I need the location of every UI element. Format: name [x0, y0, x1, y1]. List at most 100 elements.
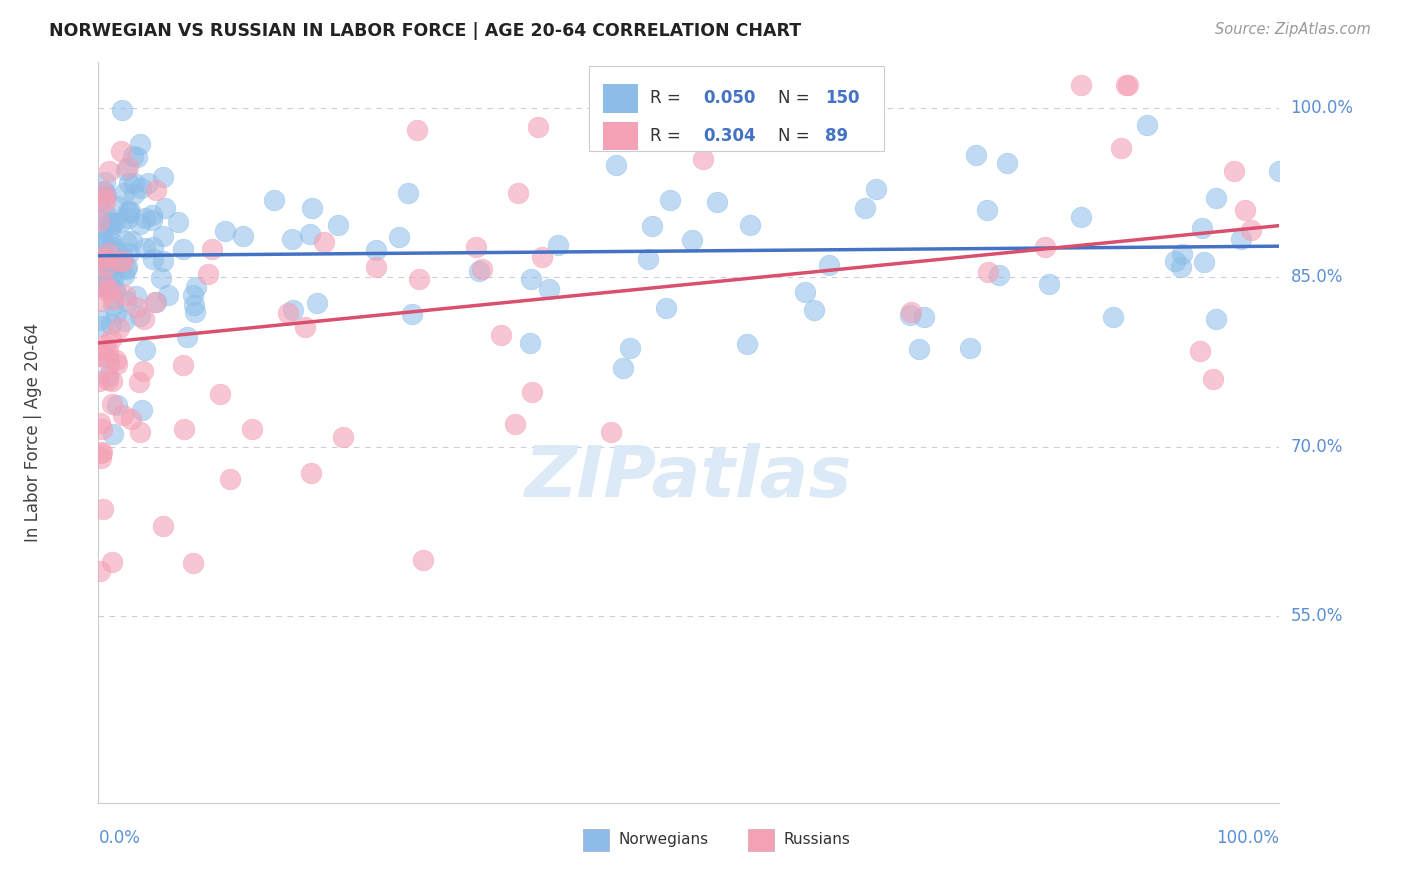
Point	[405, 123, 427, 137]
Text: NORWEGIAN VS RUSSIAN IN LABOR FORCE | AGE 20-64 CORRELATION CHART: NORWEGIAN VS RUSSIAN IN LABOR FORCE | AG…	[49, 22, 801, 40]
Text: 100.0%: 100.0%	[1216, 829, 1279, 847]
Bar	[603, 85, 638, 112]
Bar	[603, 122, 638, 150]
Point	[118, 245, 141, 260]
Point	[104, 244, 127, 259]
Point	[142, 252, 165, 266]
Point	[101, 266, 124, 280]
Point	[152, 519, 174, 533]
Point	[101, 235, 124, 250]
Text: 100.0%: 100.0%	[1291, 99, 1354, 117]
Point	[94, 187, 117, 202]
Point	[134, 343, 156, 357]
Point	[1070, 210, 1092, 224]
Point	[94, 257, 117, 271]
Point	[959, 342, 981, 356]
Point	[91, 279, 114, 293]
Point	[263, 193, 285, 207]
Point	[89, 189, 111, 203]
Point	[865, 182, 887, 196]
Point	[90, 451, 112, 466]
Point	[94, 235, 117, 250]
Point	[183, 298, 205, 312]
Point	[108, 320, 131, 334]
Point	[132, 312, 155, 326]
Point	[912, 310, 935, 324]
Point	[89, 213, 111, 227]
Point	[201, 242, 224, 256]
Point	[1136, 118, 1159, 132]
Point	[97, 277, 120, 291]
Point	[105, 199, 128, 213]
Point	[898, 308, 921, 322]
Point	[129, 217, 152, 231]
Point	[197, 267, 219, 281]
Bar	[582, 829, 609, 851]
Point	[965, 147, 987, 161]
Point	[299, 466, 322, 480]
Point	[112, 186, 135, 201]
Point	[388, 230, 411, 244]
Point	[114, 261, 136, 276]
Point	[112, 268, 135, 282]
Point	[124, 289, 146, 303]
Point	[1038, 277, 1060, 292]
Point	[803, 302, 825, 317]
Text: 85.0%: 85.0%	[1291, 268, 1343, 286]
Point	[738, 218, 761, 232]
Point	[281, 303, 304, 318]
Point	[655, 301, 678, 316]
Point	[141, 208, 163, 222]
Point	[93, 191, 115, 205]
Point	[98, 215, 121, 229]
Point	[1033, 240, 1056, 254]
Point	[157, 288, 180, 302]
Point	[115, 260, 138, 274]
Point	[129, 181, 152, 195]
Point	[1170, 246, 1192, 260]
Point	[301, 201, 323, 215]
Point	[94, 255, 117, 269]
Point	[89, 564, 111, 578]
Point	[1115, 78, 1137, 92]
Point	[89, 249, 111, 263]
Point	[91, 501, 114, 516]
Point	[122, 186, 145, 201]
Point	[214, 224, 236, 238]
Point	[112, 314, 135, 328]
Point	[125, 301, 148, 315]
Point	[396, 186, 419, 201]
Point	[240, 422, 263, 436]
Point	[89, 278, 111, 293]
Text: Norwegians: Norwegians	[619, 832, 709, 847]
Point	[98, 222, 121, 236]
Point	[112, 250, 135, 264]
Point	[100, 375, 122, 389]
Point	[364, 243, 387, 257]
Point	[1118, 78, 1140, 92]
Point	[94, 175, 117, 189]
Point	[314, 235, 336, 250]
Point	[735, 337, 758, 351]
Point	[167, 214, 190, 228]
Point	[129, 425, 152, 439]
Point	[100, 332, 122, 346]
Point	[115, 163, 138, 178]
Point	[98, 282, 121, 296]
Point	[1202, 372, 1225, 386]
Point	[412, 553, 434, 567]
Text: 0.304: 0.304	[703, 127, 756, 145]
Point	[122, 149, 145, 163]
Point	[104, 306, 127, 320]
Point	[136, 176, 159, 190]
Point	[131, 403, 153, 417]
Point	[93, 251, 115, 265]
Point	[101, 292, 124, 306]
Point	[97, 355, 120, 369]
Point	[129, 136, 152, 151]
Point	[90, 445, 112, 459]
Point	[1070, 78, 1092, 92]
Point	[93, 274, 115, 288]
Point	[111, 103, 134, 117]
Point	[183, 556, 205, 570]
